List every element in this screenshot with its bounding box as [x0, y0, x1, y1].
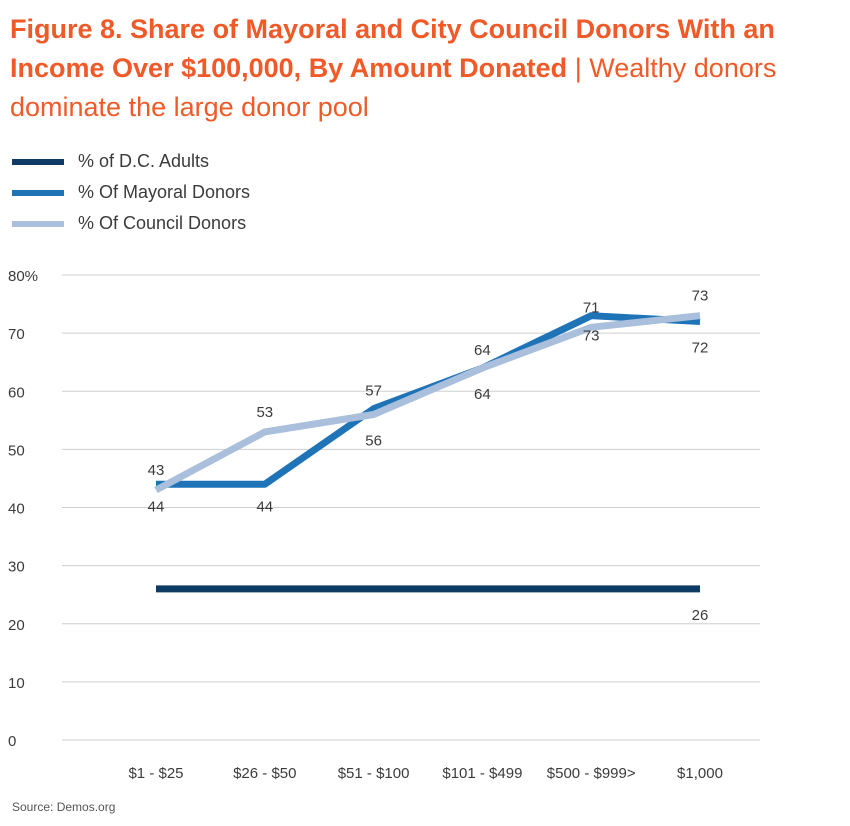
y-tick-label: 0: [8, 733, 16, 750]
x-tick-label: $101 - $499: [442, 765, 522, 782]
y-tick-label: 10: [8, 675, 25, 692]
x-tick-label: $500 - $999>: [547, 765, 636, 782]
data-label: 64: [474, 386, 491, 403]
x-tick-label: $1 - $25: [128, 765, 183, 782]
legend-item-mayoral: % Of Mayoral Donors: [12, 177, 250, 208]
chart-subtitle: Wealthy donors dominate the large donor …: [10, 53, 777, 122]
chart-title-main: Figure 8. Share of Mayoral and City Coun…: [10, 14, 775, 83]
data-label: 73: [583, 328, 600, 345]
chart-title-separator: |: [574, 53, 582, 83]
legend-swatch-council: [12, 220, 64, 227]
legend-item-adults: % of D.C. Adults: [12, 146, 250, 177]
data-label: 72: [692, 340, 709, 357]
data-label: 44: [256, 498, 273, 515]
legend-label-adults: % of D.C. Adults: [78, 151, 210, 171]
y-tick-label: 20: [8, 617, 25, 634]
data-label: 43: [148, 462, 165, 479]
y-tick-label: 70: [8, 326, 25, 343]
chart-legend: % of D.C. Adults % Of Mayoral Donors % O…: [12, 146, 250, 239]
data-label: 56: [365, 433, 382, 450]
y-tick-label: 40: [8, 501, 25, 518]
x-tick-label: $26 - $50: [233, 765, 296, 782]
data-label: 71: [583, 299, 600, 316]
data-label: 64: [474, 342, 491, 359]
chart-title: Figure 8. Share of Mayoral and City Coun…: [10, 10, 840, 127]
y-tick-label: 50: [8, 442, 25, 459]
data-label: 53: [256, 404, 273, 421]
data-label: 26: [692, 607, 709, 624]
y-tick-label: 30: [8, 559, 25, 576]
legend-swatch-mayoral: [12, 189, 64, 196]
y-tick-label: 60: [8, 384, 25, 401]
legend-item-council: % Of Council Donors: [12, 208, 250, 239]
series-line: [156, 312, 701, 488]
series-line: [154, 312, 701, 494]
x-tick-label: $1,000: [677, 765, 723, 782]
data-label: 44: [148, 498, 165, 515]
data-label: 57: [365, 383, 382, 400]
x-tick-label: $51 - $100: [338, 765, 410, 782]
legend-label-council: % Of Council Donors: [78, 213, 247, 233]
legend-label-mayoral: % Of Mayoral Donors: [78, 182, 251, 202]
y-tick-label: 80%: [8, 268, 38, 285]
legend-swatch-adults: [12, 158, 64, 165]
data-label: 73: [692, 288, 709, 305]
source-note: Source: Demos.org: [12, 800, 116, 814]
